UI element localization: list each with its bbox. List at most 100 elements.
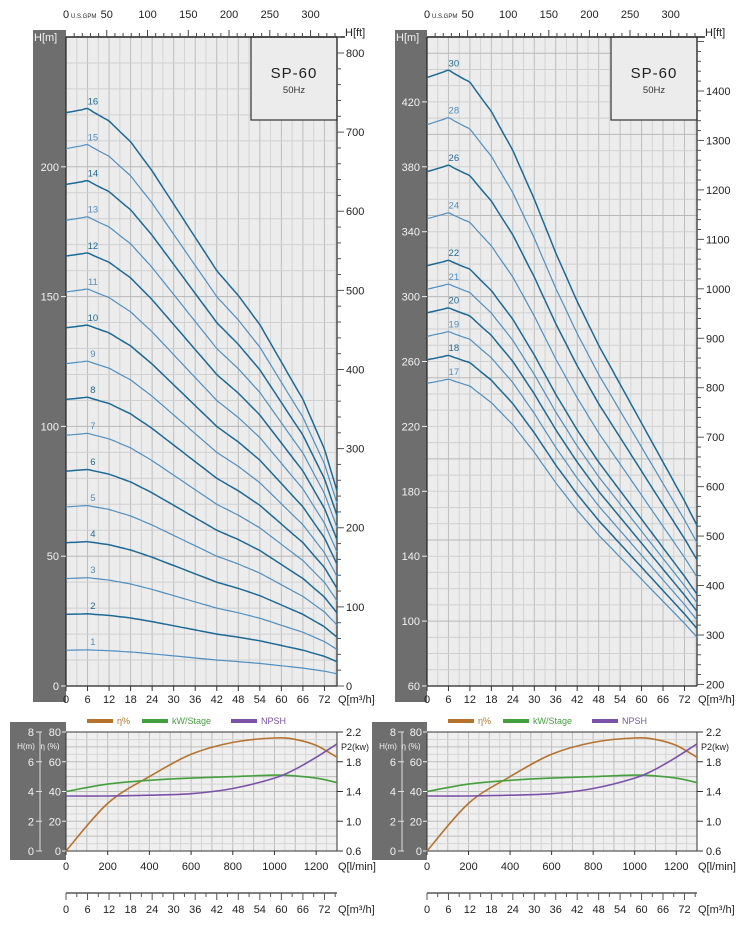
ft-tick-label: 200	[346, 523, 364, 535]
curve-label-20: 20	[449, 296, 460, 307]
pump-curve-17	[426, 378, 698, 638]
p2-tick-label: 2.2	[346, 727, 361, 739]
eta-tick-label: 0	[416, 846, 422, 858]
x2-tick-label: 54	[614, 904, 626, 916]
x2-tick-label: 48	[232, 904, 244, 916]
ft-tick-label: 500	[706, 531, 724, 543]
legend-label: η%	[478, 716, 491, 726]
eta-tick-label: 0	[55, 846, 61, 858]
eta-tick-label: 80	[410, 727, 422, 739]
eta-tick-label: 60	[49, 757, 61, 769]
series-h	[65, 743, 338, 797]
y-tick-label: 420	[402, 97, 420, 109]
x-tick-label: 60	[275, 694, 287, 706]
y-axis-label: H[m]	[396, 32, 419, 44]
gpm-tick-label: 150	[179, 9, 197, 21]
h-tick-label: 4	[390, 787, 396, 799]
x2-tick-label: 18	[124, 904, 136, 916]
x-tick-label: 6	[84, 694, 90, 706]
x2-axis-label: Q[m³/h]	[698, 904, 735, 916]
x-axis-label: Q[l/min]	[338, 861, 376, 873]
curve-label-5: 5	[90, 493, 95, 504]
ft-axis-label: H[ft]	[345, 27, 365, 39]
gpm-axis-label: U.S.GPM	[71, 14, 96, 20]
y-tick-label: 380	[402, 162, 420, 174]
legend-label: NPSH	[622, 716, 647, 726]
y-tick-label: 300	[402, 292, 420, 304]
gpm-tick-label: 0	[63, 9, 69, 21]
series-eta	[426, 737, 698, 852]
x-tick-label: 54	[614, 694, 626, 706]
curve-label-18: 18	[449, 343, 460, 354]
pump-curve-11	[65, 288, 338, 553]
pump-curve-30	[426, 69, 698, 526]
x-tick-label: 54	[254, 694, 266, 706]
y-tick-label: 50	[47, 551, 59, 563]
y-tick-label: 340	[402, 227, 420, 239]
x2-tick-label: 24	[507, 904, 519, 916]
x-tick-label: 1000	[622, 861, 646, 873]
x-tick-label: 800	[584, 861, 602, 873]
h-tick-label: 2	[390, 816, 396, 828]
x-tick-label: 66	[657, 694, 669, 706]
x-tick-label: 18	[124, 694, 136, 706]
x-tick-label: 400	[501, 861, 519, 873]
gpm-tick-label: 0	[424, 9, 430, 21]
ft-tick-label: 1100	[706, 234, 730, 246]
h-axis-label: H(m)	[17, 742, 35, 751]
curve-label-15: 15	[88, 133, 99, 144]
gpm-tick-label: 50	[101, 9, 113, 21]
pump-curve-28	[426, 117, 698, 543]
eta-tick-label: 40	[49, 787, 61, 799]
x-tick-label: 30	[168, 694, 180, 706]
gpm-tick-label: 200	[220, 9, 238, 21]
x2-tick-label: 0	[424, 904, 430, 916]
x-tick-label: 200	[459, 861, 477, 873]
x-axis-label: Q[l/min]	[698, 861, 736, 873]
x-tick-label: 12	[103, 694, 115, 706]
x2-tick-label: 36	[189, 904, 201, 916]
x-axis-label: Q[m³/h]	[698, 694, 735, 706]
pump-curve-16	[65, 107, 338, 492]
model-box	[610, 36, 698, 121]
ft-tick-label: 600	[706, 482, 724, 494]
pump-curve-18	[426, 354, 698, 630]
x-tick-label: 60	[635, 694, 647, 706]
x2-tick-label: 12	[103, 904, 115, 916]
series-p2	[426, 774, 698, 793]
curve-label-17: 17	[449, 367, 460, 378]
gpm-tick-label: 300	[301, 9, 319, 21]
curve-label-19: 19	[449, 319, 460, 330]
x2-tick-label: 30	[528, 904, 540, 916]
h-axis-label: H(m)	[379, 742, 397, 751]
y-tick-label: 60	[408, 681, 420, 693]
p2-tick-label: 2.2	[706, 727, 721, 739]
x-tick-label: 48	[232, 694, 244, 706]
x-tick-label: 24	[507, 694, 519, 706]
p2-axis-label: P2(kw)	[701, 742, 729, 752]
x-tick-label: 0	[424, 861, 430, 873]
x-tick-label: 42	[211, 694, 223, 706]
y-tick-label: 150	[41, 292, 59, 304]
gpm-tick-label: 200	[580, 9, 598, 21]
pump-curve-12	[65, 252, 338, 540]
pump-curve-15	[65, 144, 338, 504]
x-tick-label: 72	[318, 694, 330, 706]
y-tick-label: 260	[402, 357, 420, 369]
pump-curve-2	[65, 613, 338, 663]
x-tick-label: 0	[424, 694, 430, 706]
x-tick-label: 200	[99, 861, 117, 873]
pump-curve-26	[426, 164, 698, 561]
x-tick-label: 600	[542, 861, 560, 873]
plot-area	[66, 37, 337, 686]
x2-axis-label: Q[m³/h]	[338, 904, 375, 916]
ft-tick-label: 500	[346, 285, 364, 297]
gpm-tick-label: 300	[661, 9, 679, 21]
ft-tick-label: 800	[706, 383, 724, 395]
y-axis-label: H[m]	[34, 32, 57, 44]
x-tick-label: 0	[63, 694, 69, 706]
x-tick-label: 48	[593, 694, 605, 706]
series-p2	[65, 774, 338, 793]
h-tick-label: 6	[390, 757, 396, 769]
